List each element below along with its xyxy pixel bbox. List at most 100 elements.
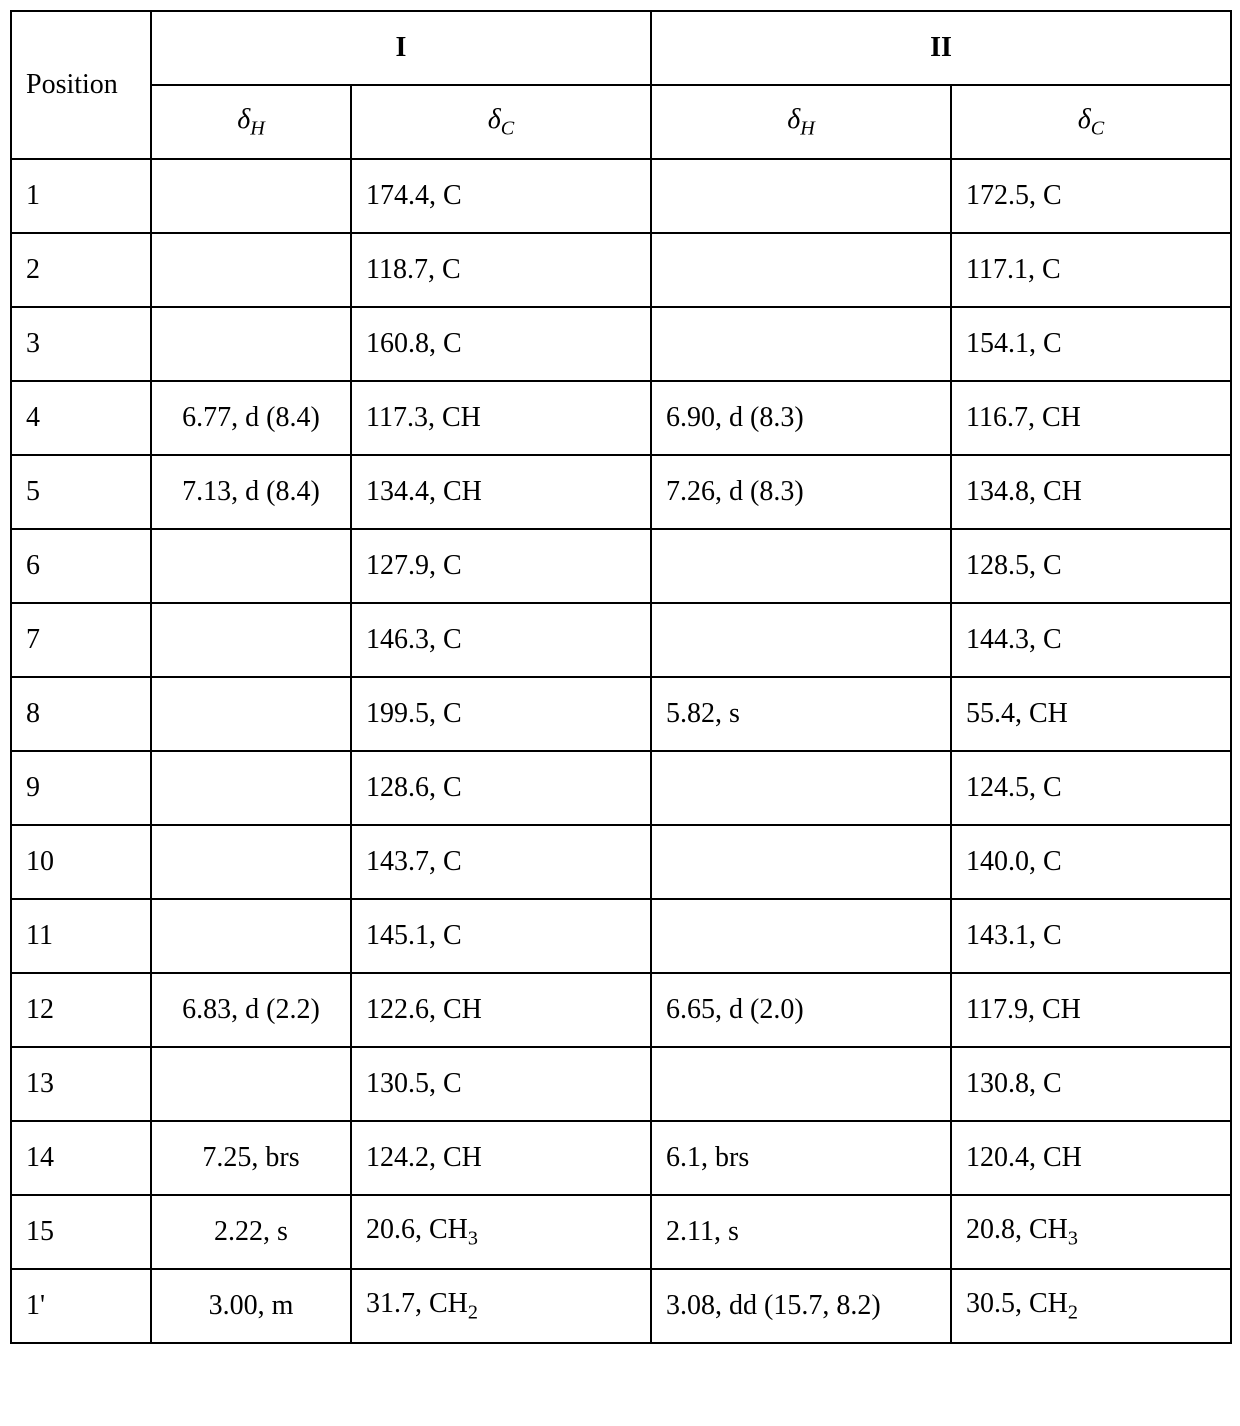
cell-I-deltaC: 174.4, C	[351, 159, 651, 233]
col-II-deltaC: δC	[951, 85, 1231, 159]
cell-II-deltaH: 6.65, d (2.0)	[651, 973, 951, 1047]
cell-II-deltaH	[651, 233, 951, 307]
cell-I-deltaC: 118.7, C	[351, 233, 651, 307]
cell-I-deltaH: 7.25, brs	[151, 1121, 351, 1195]
cell-position: 4	[11, 381, 151, 455]
cell-II-deltaH	[651, 603, 951, 677]
cell-II-deltaC: 117.9, CH	[951, 973, 1231, 1047]
cell-II-deltaC: 120.4, CH	[951, 1121, 1231, 1195]
cell-II-deltaC: 130.8, C	[951, 1047, 1231, 1121]
cell-II-deltaH	[651, 159, 951, 233]
cell-II-deltaC: 154.1, C	[951, 307, 1231, 381]
cell-I-deltaC: 20.6, CH3	[351, 1195, 651, 1269]
table-body: 1 174.4, C 172.5, C 2 118.7, C 117.1, C 3 160.8…	[11, 159, 1231, 1343]
cell-I-deltaH	[151, 233, 351, 307]
cell-position: 15	[11, 1195, 151, 1269]
cell-I-deltaC: 117.3, CH	[351, 381, 651, 455]
cell-II-deltaC: 117.1, C	[951, 233, 1231, 307]
cell-II-deltaC: 30.5, CH2	[951, 1269, 1231, 1343]
table-row: 9 128.6, C 124.5, C	[11, 751, 1231, 825]
cell-II-deltaC: 140.0, C	[951, 825, 1231, 899]
cell-I-deltaC: 160.8, C	[351, 307, 651, 381]
cell-I-deltaH: 6.77, d (8.4)	[151, 381, 351, 455]
cell-I-deltaH: 6.83, d (2.2)	[151, 973, 351, 1047]
cell-I-deltaC: 145.1, C	[351, 899, 651, 973]
cell-II-deltaC: 144.3, C	[951, 603, 1231, 677]
cell-position: 1'	[11, 1269, 151, 1343]
col-position: Position	[11, 11, 151, 159]
cell-I-deltaC: 130.5, C	[351, 1047, 651, 1121]
cell-II-deltaH	[651, 1047, 951, 1121]
cell-I-deltaH	[151, 825, 351, 899]
cell-position: 8	[11, 677, 151, 751]
cell-I-deltaC: 122.6, CH	[351, 973, 651, 1047]
cell-I-deltaH: 3.00, m	[151, 1269, 351, 1343]
cell-I-deltaC: 128.6, C	[351, 751, 651, 825]
cell-II-deltaH	[651, 529, 951, 603]
cell-I-deltaC: 134.4, CH	[351, 455, 651, 529]
cell-I-deltaC: 127.9, C	[351, 529, 651, 603]
col-group-II: II	[651, 11, 1231, 85]
cell-I-deltaH	[151, 899, 351, 973]
cell-II-deltaH: 3.08, dd (15.7, 8.2)	[651, 1269, 951, 1343]
cell-I-deltaH: 7.13, d (8.4)	[151, 455, 351, 529]
cell-position: 5	[11, 455, 151, 529]
cell-I-deltaH	[151, 529, 351, 603]
table-row: 1'3.00, m31.7, CH23.08, dd (15.7, 8.2)30…	[11, 1269, 1231, 1343]
cell-II-deltaC: 172.5, C	[951, 159, 1231, 233]
cell-position: 2	[11, 233, 151, 307]
cell-I-deltaC: 199.5, C	[351, 677, 651, 751]
cell-I-deltaH	[151, 677, 351, 751]
cell-II-deltaH	[651, 825, 951, 899]
cell-position: 13	[11, 1047, 151, 1121]
cell-I-deltaH	[151, 603, 351, 677]
cell-II-deltaH: 2.11, s	[651, 1195, 951, 1269]
cell-position: 14	[11, 1121, 151, 1195]
cell-I-deltaH	[151, 1047, 351, 1121]
cell-I-deltaH: 2.22, s	[151, 1195, 351, 1269]
cell-I-deltaC: 146.3, C	[351, 603, 651, 677]
table-row: 2 118.7, C 117.1, C	[11, 233, 1231, 307]
cell-II-deltaH: 6.1, brs	[651, 1121, 951, 1195]
cell-II-deltaC: 116.7, CH	[951, 381, 1231, 455]
cell-position: 3	[11, 307, 151, 381]
table-row: 13 130.5, C 130.8, C	[11, 1047, 1231, 1121]
cell-II-deltaC: 20.8, CH3	[951, 1195, 1231, 1269]
header-row-2: δH δC δH δC	[11, 85, 1231, 159]
table-row: 46.77, d (8.4)117.3, CH6.90, d (8.3)116.…	[11, 381, 1231, 455]
nmr-data-table: Position I II δH δC δH δC 1 174.4, C 172.5…	[10, 10, 1232, 1344]
cell-II-deltaH: 5.82, s	[651, 677, 951, 751]
table-row: 11145.1, C143.1, C	[11, 899, 1231, 973]
cell-I-deltaH	[151, 751, 351, 825]
cell-I-deltaH	[151, 307, 351, 381]
table-row: 6127.9, C128.5, C	[11, 529, 1231, 603]
table-row: 152.22, s20.6, CH32.11, s20.8, CH3	[11, 1195, 1231, 1269]
cell-I-deltaH	[151, 159, 351, 233]
cell-I-deltaC: 124.2, CH	[351, 1121, 651, 1195]
cell-position: 1	[11, 159, 151, 233]
table-row: 126.83, d (2.2)122.6, CH6.65, d (2.0)117…	[11, 973, 1231, 1047]
col-II-deltaH: δH	[651, 85, 951, 159]
cell-position: 12	[11, 973, 151, 1047]
col-I-deltaC: δC	[351, 85, 651, 159]
cell-II-deltaC: 55.4, CH	[951, 677, 1231, 751]
cell-II-deltaC: 143.1, C	[951, 899, 1231, 973]
table-row: 7146.3, C144.3, C	[11, 603, 1231, 677]
cell-II-deltaH: 7.26, d (8.3)	[651, 455, 951, 529]
cell-II-deltaC: 124.5, C	[951, 751, 1231, 825]
col-I-deltaH: δH	[151, 85, 351, 159]
cell-II-deltaC: 134.8, CH	[951, 455, 1231, 529]
cell-II-deltaH	[651, 307, 951, 381]
table-row: 8 199.5, C5.82, s55.4, CH	[11, 677, 1231, 751]
cell-II-deltaH	[651, 899, 951, 973]
cell-II-deltaC: 128.5, C	[951, 529, 1231, 603]
cell-II-deltaH: 6.90, d (8.3)	[651, 381, 951, 455]
cell-I-deltaC: 143.7, C	[351, 825, 651, 899]
table-row: 57.13, d (8.4)134.4, CH7.26, d (8.3)134.…	[11, 455, 1231, 529]
cell-position: 9	[11, 751, 151, 825]
table-row: 10143.7, C140.0, C	[11, 825, 1231, 899]
cell-II-deltaH	[651, 751, 951, 825]
header-row-1: Position I II	[11, 11, 1231, 85]
table-row: 147.25, brs124.2, CH6.1, brs120.4, CH	[11, 1121, 1231, 1195]
cell-I-deltaC: 31.7, CH2	[351, 1269, 651, 1343]
